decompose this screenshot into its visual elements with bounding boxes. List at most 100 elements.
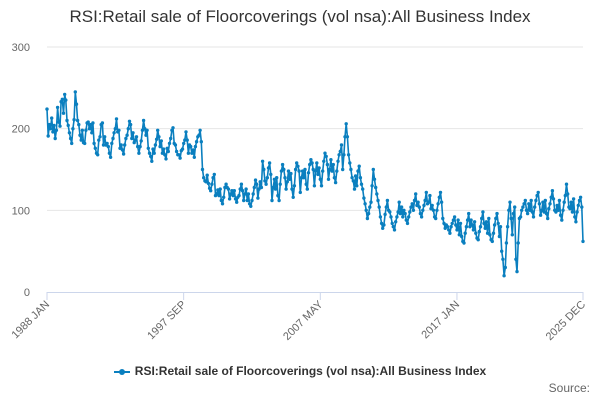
data-point[interactable] (177, 153, 181, 157)
data-point[interactable] (454, 223, 458, 227)
data-point[interactable] (202, 176, 206, 180)
data-point[interactable] (538, 213, 543, 217)
data-point[interactable] (546, 216, 550, 221)
data-point[interactable] (462, 241, 466, 245)
data-point[interactable] (245, 198, 249, 203)
data-point[interactable] (101, 143, 106, 147)
data-point[interactable] (193, 144, 198, 149)
data-point[interactable] (286, 169, 291, 173)
data-point[interactable] (300, 169, 305, 173)
data-point[interactable] (337, 153, 341, 157)
data-point[interactable] (570, 210, 575, 214)
data-point[interactable] (210, 182, 214, 186)
data-point[interactable] (317, 166, 321, 170)
data-point[interactable] (288, 177, 292, 181)
data-point[interactable] (356, 169, 360, 173)
data-point[interactable] (439, 200, 444, 204)
data-point[interactable] (137, 151, 141, 155)
data-point[interactable] (349, 167, 353, 172)
data-point[interactable] (537, 202, 542, 206)
data-point[interactable] (326, 177, 331, 181)
data-point[interactable] (194, 140, 199, 144)
data-point[interactable] (322, 159, 326, 163)
data-point[interactable] (477, 229, 481, 234)
data-point[interactable] (161, 147, 166, 151)
data-point[interactable] (71, 127, 75, 131)
data-point[interactable] (159, 139, 163, 143)
data-point[interactable] (302, 176, 306, 180)
data-point[interactable] (295, 161, 299, 165)
data-point[interactable] (504, 241, 509, 245)
data-point[interactable] (58, 124, 62, 128)
data-point[interactable] (467, 211, 471, 216)
data-point[interactable] (167, 141, 172, 146)
data-point[interactable] (308, 162, 312, 167)
data-point[interactable] (284, 187, 288, 191)
data-point[interactable] (224, 182, 228, 186)
data-point[interactable] (324, 154, 328, 159)
data-point[interactable] (359, 182, 364, 186)
data-point[interactable] (160, 151, 165, 155)
data-point[interactable] (452, 215, 457, 219)
data-point[interactable] (263, 179, 267, 183)
data-point[interactable] (98, 135, 102, 139)
data-point[interactable] (72, 118, 76, 122)
data-point[interactable] (53, 136, 57, 141)
data-point[interactable] (497, 234, 502, 239)
data-point[interactable] (366, 211, 371, 216)
data-point[interactable] (403, 211, 407, 216)
data-point[interactable] (397, 200, 401, 204)
data-point[interactable] (139, 139, 143, 143)
data-point[interactable] (481, 210, 485, 214)
data-point[interactable] (531, 215, 536, 219)
data-point[interactable] (505, 225, 510, 229)
data-point[interactable] (464, 225, 469, 229)
data-point[interactable] (333, 180, 338, 185)
data-point[interactable] (361, 187, 365, 191)
data-point[interactable] (97, 138, 101, 142)
data-point[interactable] (67, 131, 72, 135)
series-layer[interactable] (45, 90, 585, 278)
data-point[interactable] (501, 257, 505, 261)
data-point[interactable] (51, 130, 55, 134)
data-point[interactable] (577, 198, 582, 203)
data-point[interactable] (487, 216, 491, 221)
data-point[interactable] (455, 228, 459, 232)
data-point[interactable] (541, 200, 545, 204)
data-point[interactable] (169, 136, 173, 141)
data-point[interactable] (411, 208, 416, 212)
data-point[interactable] (120, 148, 125, 152)
data-point[interactable] (560, 218, 564, 222)
data-point[interactable] (310, 161, 314, 165)
data-point[interactable] (429, 207, 433, 211)
data-point[interactable] (318, 177, 322, 181)
data-point[interactable] (147, 151, 152, 155)
data-point[interactable] (331, 162, 335, 167)
data-point[interactable] (270, 198, 274, 203)
data-point[interactable] (491, 231, 496, 235)
data-point[interactable] (535, 193, 539, 198)
data-point[interactable] (64, 98, 68, 102)
data-point[interactable] (573, 215, 577, 219)
data-point[interactable] (581, 239, 585, 244)
data-point[interactable] (134, 135, 139, 139)
data-point[interactable] (457, 233, 461, 237)
data-point[interactable] (279, 169, 284, 173)
data-point[interactable] (421, 208, 425, 212)
data-point[interactable] (80, 128, 85, 132)
data-point[interactable] (282, 167, 286, 172)
data-point[interactable] (416, 200, 420, 204)
data-point[interactable] (145, 128, 149, 132)
data-point[interactable] (259, 185, 264, 190)
data-point[interactable] (146, 146, 150, 150)
data-point[interactable] (86, 120, 90, 124)
data-point[interactable] (249, 204, 253, 208)
data-point[interactable] (392, 228, 397, 232)
data-point[interactable] (156, 128, 160, 132)
data-point[interactable] (362, 196, 366, 200)
data-point[interactable] (325, 162, 330, 167)
data-point[interactable] (458, 221, 463, 226)
data-point[interactable] (264, 182, 268, 186)
data-point[interactable] (385, 198, 390, 203)
data-point[interactable] (511, 211, 516, 216)
